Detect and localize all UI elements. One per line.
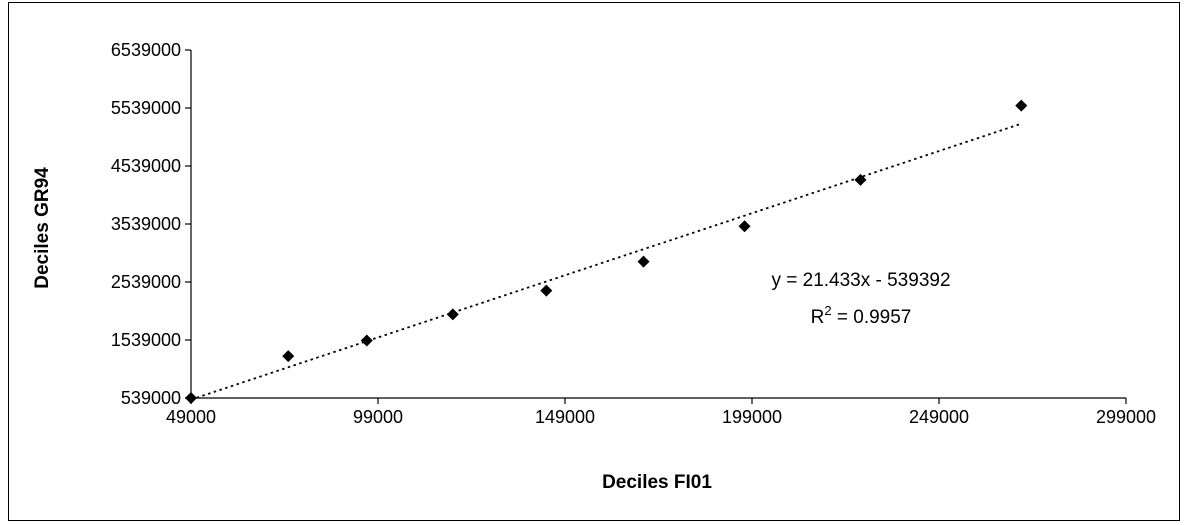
y-tick-label: 4539000 — [111, 156, 181, 176]
r-squared-value: = 0.9957 — [832, 307, 912, 328]
data-point — [446, 308, 459, 321]
r-squared-superscript: 2 — [824, 303, 831, 318]
y-tick-label: 5539000 — [111, 98, 181, 118]
trendline-r-squared: R2 = 0.9957 — [811, 303, 912, 328]
data-point — [360, 334, 373, 347]
y-tick-label: 6539000 — [111, 40, 181, 60]
x-tick-label: 99000 — [353, 407, 403, 427]
chart-frame — [8, 2, 1180, 521]
y-tick-label: 3539000 — [111, 214, 181, 234]
data-point — [540, 284, 553, 297]
axes — [190, 50, 1126, 399]
x-ticks: 49000 99000 149000 199000 249000 299000 — [166, 398, 1156, 427]
y-tick-label: 539000 — [121, 388, 181, 408]
trendline — [190, 122, 1022, 401]
y-ticks: 539000 1539000 2539000 3539000 4539000 553900… — [111, 40, 191, 408]
data-point — [1015, 99, 1028, 112]
data-point — [738, 220, 751, 233]
r-squared-prefix: R — [811, 307, 825, 328]
data-point — [854, 173, 867, 186]
x-tick-label: 49000 — [166, 407, 216, 427]
data-points — [185, 99, 1028, 404]
data-point — [185, 392, 197, 404]
y-tick-label: 2539000 — [111, 272, 181, 292]
trendline-equation: y = 21.433x - 539392 — [771, 270, 950, 291]
data-point — [637, 255, 650, 268]
x-tick-label: 149000 — [535, 407, 595, 427]
x-axis-title: Deciles FI01 — [602, 472, 712, 493]
x-tick-label: 249000 — [909, 407, 969, 427]
x-tick-label: 299000 — [1096, 407, 1156, 427]
y-axis-title: Deciles GR94 — [32, 167, 53, 289]
y-tick-label: 1539000 — [111, 330, 181, 350]
data-point — [282, 350, 295, 363]
x-tick-label: 199000 — [722, 407, 782, 427]
